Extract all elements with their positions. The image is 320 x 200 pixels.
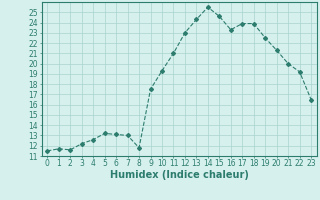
X-axis label: Humidex (Indice chaleur): Humidex (Indice chaleur) bbox=[110, 170, 249, 180]
